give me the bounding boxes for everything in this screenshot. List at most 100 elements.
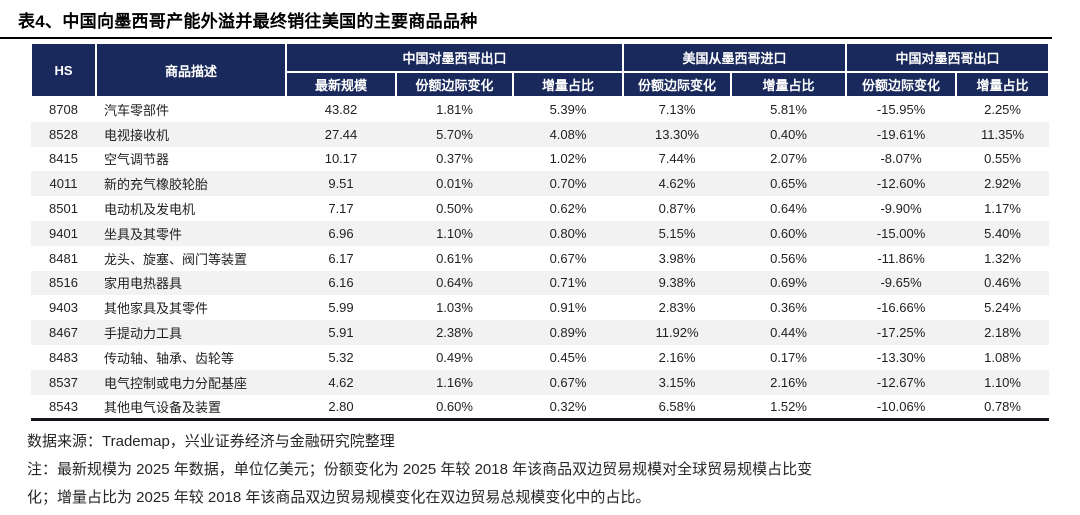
product-desc-cell: 其他电气设备及装置 [104, 399, 222, 415]
value-cell: 2.18% [984, 325, 1021, 341]
value-cell: 5.70% [436, 126, 473, 142]
value-cell: 5.40% [984, 225, 1021, 241]
value-cell: 10.17 [324, 151, 358, 167]
product-desc-cell: 新的充气橡胶轮胎 [104, 177, 209, 193]
value-cell: 6.96 [328, 225, 354, 241]
table-footer: 数据来源：Trademap，兴业证券经济与金融研究院整理 注：最新规模为 202… [27, 428, 1080, 512]
product-desc-cell: 龙头、旋塞、阀门等装置 [104, 251, 248, 267]
value-cell: -8.07% [880, 151, 922, 167]
value-cell: 0.56% [770, 250, 807, 266]
value-cell: 1.03% [436, 300, 473, 316]
table-row: 8708 汽车零部件 43.82 1.81% 5.39% 7.13% 5.81% -15.95… [31, 97, 1049, 122]
value-cell: 1.52% [770, 398, 807, 414]
value-cell: -16.66% [876, 300, 926, 316]
product-desc-cell: 电动机及发电机 [104, 202, 196, 218]
value-cell: 0.36% [770, 300, 807, 316]
product-desc-cell: 其他家具及其零件 [104, 301, 209, 317]
value-cell: 11.35% [980, 126, 1025, 142]
value-cell: 5.15% [658, 225, 696, 241]
header-sub-row: 最新规模 份额边际变化 增量占比 份额边际变化 增量占比 份额边际变化 增量占比 [31, 71, 1051, 98]
value-cell: -10.06% [876, 398, 926, 414]
table-row: 8483 传动轴、轴承、齿轮等 5.32 0.49% 0.45% 2.16% 0.17% -1… [31, 345, 1049, 370]
value-cell: 0.37% [436, 151, 473, 167]
table-row: 4011 新的充气橡胶轮胎 9.51 0.01% 0.70% 4.62% 0.65% -12.… [31, 171, 1050, 197]
header-group-row: HS 商品描述 中国对墨西哥出口 美国从墨西哥进口 中国对墨西哥出口 [30, 42, 1051, 98]
value-cell: 1.10% [984, 374, 1021, 390]
value-cell: 0.78% [984, 398, 1021, 414]
value-cell: 0.80% [549, 225, 587, 241]
sub-header-increment-share-1: 增量占比 [511, 71, 625, 98]
table-row: 8467 手提动力工具 5.91 2.38% 0.89% 11.92% 0.44% -17.2… [31, 320, 1050, 345]
note-line-1: 注：最新规模为 2025 年数据，单位亿美元；份额变化为 2025 年较 201… [27, 460, 813, 478]
value-cell: -17.25% [876, 325, 926, 341]
value-cell: 4.62 [328, 374, 354, 390]
value-cell: 0.64% [770, 201, 807, 217]
group-header-us-imports-mexico: 美国从墨西哥进口 [622, 42, 848, 73]
value-cell: 0.87% [658, 201, 696, 217]
title-underline [0, 37, 1052, 39]
value-cell: 13.30% [654, 126, 700, 142]
hs-code-cell: 8483 [49, 349, 78, 365]
value-cell: -9.65% [880, 275, 922, 291]
value-cell: 7.44% [658, 151, 696, 167]
hs-code-cell: 9403 [49, 300, 78, 316]
product-desc-cell: 传动轴、轴承、齿轮等 [104, 350, 235, 366]
value-cell: 9.38% [658, 275, 696, 291]
hs-code-cell: 8481 [49, 250, 78, 266]
sub-header-share-change-2: 份额边际变化 [622, 71, 733, 98]
value-cell: 0.49% [436, 349, 473, 365]
table-row: 9403 其他家具及其零件 5.99 1.03% 0.91% 2.83% 0.36% -16.… [31, 295, 1049, 320]
hs-code-cell: 8467 [49, 325, 78, 341]
value-cell: -19.61% [876, 126, 926, 142]
table-body: 8708 汽车零部件 43.82 1.81% 5.39% 7.13% 5.81% -15.95… [31, 97, 1050, 420]
table-row: 8415 空气调节器 10.17 0.37% 1.02% 7.44% 2.07% -8.07%… [31, 147, 1049, 172]
value-cell: 7.13% [658, 102, 696, 118]
hs-column-header: HS [30, 42, 97, 98]
value-cell: 6.58% [658, 398, 696, 414]
value-cell: 1.81% [436, 102, 473, 118]
trade-data-table: HS 商品描述 中国对墨西哥出口 美国从墨西哥进口 中国对墨西哥出口 最新规模 … [30, 42, 1051, 421]
product-desc-cell: 家用电热器具 [104, 276, 183, 292]
product-desc-cell: 电视接收机 [104, 127, 170, 143]
value-cell: 0.32% [549, 398, 587, 414]
hs-code-cell: 8537 [49, 374, 78, 390]
hs-code-cell: 4011 [49, 176, 78, 192]
hs-code-cell: 8516 [49, 275, 78, 291]
value-cell: 0.46% [984, 275, 1021, 291]
table-row: 8543 其他电气设备及装置 2.80 0.60% 0.32% 6.58% 1.52% -10… [31, 395, 1049, 420]
value-cell: 3.15% [658, 374, 696, 390]
product-desc-cell: 空气调节器 [104, 152, 170, 168]
table-row: 8481 龙头、旋塞、阀门等装置 6.17 0.61% 0.67% 3.98% 0.56% -… [31, 246, 1049, 271]
value-cell: -12.60% [876, 176, 926, 192]
value-cell: 2.16% [658, 349, 696, 365]
value-cell: 9.51 [328, 176, 354, 192]
value-cell: 0.67% [549, 374, 587, 390]
value-cell: 0.55% [984, 151, 1021, 167]
table-title: 表4、中国向墨西哥产能外溢并最终销往美国的主要商品品种 [18, 12, 478, 31]
value-cell: 0.40% [770, 126, 807, 142]
value-cell: 5.32 [328, 349, 354, 365]
value-cell: 4.62% [658, 176, 696, 192]
table-row: 8501 电动机及发电机 7.17 0.50% 0.62% 0.87% 0.64% -9.90… [31, 196, 1049, 221]
value-cell: 0.71% [549, 275, 587, 291]
value-cell: 6.17 [328, 250, 354, 266]
value-cell: 0.44% [770, 325, 807, 341]
table-row: 8516 家用电热器具 6.16 0.64% 0.71% 9.38% 0.69% -9.65%… [31, 270, 1050, 296]
table-row: 8528 电视接收机 27.44 5.70% 4.08% 13.30% 0.40% -19.6… [31, 121, 1050, 147]
value-cell: 7.17 [328, 201, 354, 217]
value-cell: 5.24% [984, 300, 1021, 316]
product-desc-column-header: 商品描述 [95, 42, 287, 98]
hs-code-cell: 8501 [49, 201, 78, 217]
value-cell: 1.02% [549, 151, 587, 167]
sub-header-share-change-3: 份额边际变化 [845, 71, 958, 98]
value-cell: 0.17% [770, 349, 807, 365]
hs-code-cell: 8528 [49, 126, 78, 142]
value-cell: 6.16 [328, 275, 354, 291]
value-cell: -12.67% [876, 374, 926, 390]
sub-header-share-change-1: 份额边际变化 [395, 71, 514, 98]
product-desc-cell: 坐具及其零件 [104, 226, 183, 242]
value-cell: -9.90% [880, 201, 922, 217]
value-cell: 0.70% [549, 176, 587, 192]
value-cell: 0.01% [436, 176, 473, 192]
product-desc-cell: 汽车零部件 [104, 103, 170, 119]
